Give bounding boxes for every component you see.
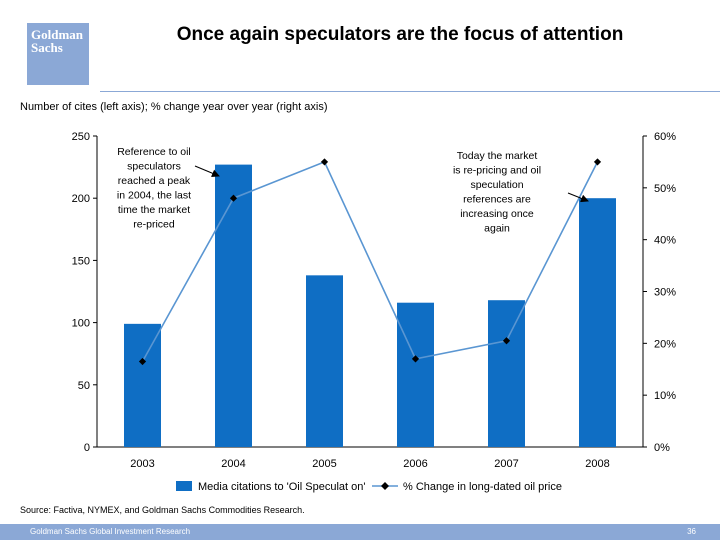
bar (488, 300, 525, 447)
page-number: 36 (687, 527, 696, 536)
line-path (141, 160, 599, 362)
left-tick-label: 250 (72, 131, 90, 143)
x-tick-label: 2008 (585, 458, 609, 470)
x-tick-label: 2006 (403, 458, 427, 470)
annotation-arrow-right (567, 192, 589, 203)
x-tick-label: 2003 (130, 458, 154, 470)
left-tick-label: 150 (72, 255, 90, 267)
logo-line-1: Goldman (31, 27, 84, 42)
right-tick-label: 30% (654, 287, 676, 299)
line-point (138, 357, 147, 366)
line-point (320, 158, 329, 166)
left-tick-label: 100 (72, 318, 90, 330)
line-point (411, 355, 420, 363)
line-point (593, 158, 602, 166)
bar-series (124, 164, 616, 447)
right-tick-label: 60% (654, 131, 676, 143)
x-tick-label: 2004 (221, 458, 245, 470)
bar (215, 164, 252, 447)
right-tick-label: 20% (654, 338, 676, 350)
chart-subtitle: Number of cites (left axis); % change ye… (20, 101, 328, 113)
right-tick-label: 10% (654, 390, 676, 402)
left-tick-label: 200 (72, 193, 90, 205)
left-tick-label: 0 (84, 442, 90, 454)
chart-area: 0 50 100 150 200 250 0% 10% 20% 30% 40% 50% 60% 2003 2… (72, 131, 677, 493)
page-title: Once again speculators are the focus of … (176, 24, 624, 45)
legend-line-marker (381, 482, 389, 490)
footer-text: Goldman Sachs Global Investment Research (30, 527, 191, 536)
right-tick-label: 50% (654, 183, 676, 195)
annotation-left-note: Reference to oil speculators reached a pea… (117, 146, 191, 231)
chart-annotations: Reference to oil speculators reached a pea… (117, 146, 589, 235)
legend-line-label: % Change in long-dated oil price (403, 481, 562, 493)
bar (306, 275, 343, 447)
goldman-sachs-logo: Goldman Sachs (27, 23, 89, 85)
title-divider (100, 91, 720, 92)
right-tick-label: 40% (654, 235, 676, 247)
legend-bar-swatch (176, 481, 192, 491)
bar (124, 323, 161, 447)
left-tick-label: 50 (78, 380, 90, 392)
source-note: Source: Factiva, NYMEX, and Goldman Sach… (20, 505, 305, 515)
annotation-arrow-left (194, 165, 220, 177)
bar (579, 198, 616, 447)
bar (397, 302, 434, 447)
line-point (229, 194, 238, 202)
footer-bar: Goldman Sachs Global Investment Research… (0, 524, 720, 540)
x-tick-label: 2007 (494, 458, 518, 470)
line-series (138, 158, 602, 366)
x-tick-label: 2005 (312, 458, 336, 470)
chart-legend: Media citations to 'Oil Speculat on' % Ch… (176, 481, 562, 493)
right-tick-label: 0% (654, 442, 670, 454)
chart-axes: 0 50 100 150 200 250 0% 10% 20% 30% 40% 50% 60% 2003 2… (72, 131, 677, 470)
legend-bar-label: Media citations to 'Oil Speculat on' (198, 481, 365, 493)
logo-line-2: Sachs (31, 40, 63, 55)
annotation-right-note: Today the market is re-pricing and oil spe… (453, 150, 541, 235)
line-point (502, 337, 511, 345)
